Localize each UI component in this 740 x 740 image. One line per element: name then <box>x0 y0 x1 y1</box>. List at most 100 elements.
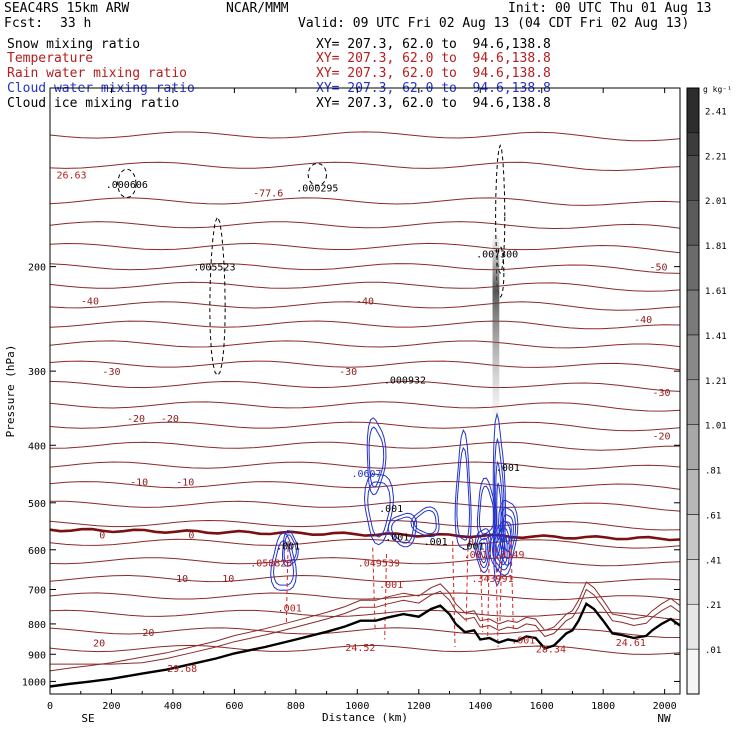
colorbar-segment <box>686 289 700 336</box>
cloud-water-contour <box>502 514 514 552</box>
xy-rain: XY= 207.3, 62.0 to 94.6,138.8 <box>316 66 551 81</box>
cloud-contours <box>117 143 519 648</box>
cloud-water-contour <box>283 534 297 564</box>
freezing-level-line <box>49 527 681 542</box>
max-value-label: .001 <box>385 533 409 544</box>
colorbar-segment <box>686 514 700 560</box>
isotherm-line <box>50 588 681 665</box>
terrain-profile <box>49 602 681 688</box>
plot-labels: -77.6 -50 -40 -40 -40 -30 -30 -30 -20 -20 -20 -10 -1… <box>56 171 670 675</box>
colorbar-unit: g kg⁻¹ <box>703 85 732 94</box>
isotherm-line <box>49 609 681 621</box>
isotherm-label: -40 <box>81 296 99 307</box>
colorbar-tick-label: 1.41 <box>705 332 727 342</box>
rain-water-contour <box>452 541 456 648</box>
isotherm-label: -40 <box>634 315 652 326</box>
isotherm-line <box>49 519 681 531</box>
x-tick-label: 200 <box>102 701 120 712</box>
y-tick-label: 600 <box>28 546 46 557</box>
snow-ice-contour <box>307 162 328 187</box>
y-tick-label: 400 <box>28 441 46 452</box>
axes: 0 200 400 600 800 1000 1200 1400 1600 1800 2000200… <box>4 87 681 725</box>
colorbar-tick-label: .21 <box>705 601 721 611</box>
max-value-label: .058826 <box>250 558 292 569</box>
isotherm-label: 20 <box>142 628 154 639</box>
isotherm-line <box>49 461 681 470</box>
cloud-water-contour <box>494 533 508 566</box>
isotherm-label: 0 <box>188 530 194 541</box>
colorbar-tick-label: 2.21 <box>705 152 727 162</box>
cloud-water-contour <box>478 537 489 564</box>
isotherm-label: 10 <box>176 574 188 585</box>
cloud-water-contour <box>368 426 385 488</box>
x-tick-label: 1400 <box>468 701 492 712</box>
nw-label: NW <box>657 712 671 725</box>
rain-water-contour <box>487 541 490 640</box>
isotherm-line <box>49 557 681 567</box>
cloud-water-contour <box>454 428 472 551</box>
isotherm-line <box>49 592 681 601</box>
isotherm-label: -77.6 <box>253 188 283 199</box>
isotherm-line <box>49 340 681 349</box>
colorbar-tick-label: 2.01 <box>705 197 727 207</box>
zero-isotherm <box>49 527 681 542</box>
rain-water-contour <box>495 547 499 648</box>
max-value-label: .3149 <box>494 550 524 561</box>
max-value-label: .049539 <box>358 558 400 569</box>
isotherm-label: 0 <box>468 537 474 548</box>
cloud-water-contour <box>497 539 506 560</box>
colorbar-segment <box>686 199 700 246</box>
isotherm-label: -30 <box>339 367 357 378</box>
isotherm-line <box>49 161 681 172</box>
cloud-water-contour <box>281 529 299 567</box>
colorbar-segment <box>686 155 700 201</box>
field-temp: Temperature <box>7 51 94 66</box>
isotherm-line <box>49 242 681 254</box>
colorbar-segment <box>686 648 700 695</box>
isotherm-label: -50 <box>649 263 667 274</box>
rain-water-contour <box>372 547 376 632</box>
max-value-label: .001 <box>511 636 535 647</box>
snow-ice-contour <box>209 215 226 377</box>
y-tick-label: 500 <box>28 499 46 510</box>
x-tick-label: 2000 <box>653 701 677 712</box>
isotherm-label: 10 <box>222 574 234 585</box>
cloud-water-contour <box>363 473 395 546</box>
cloud-water-contour <box>476 532 490 569</box>
max-value-label: 29.68 <box>167 664 197 675</box>
colorbar-frame <box>686 87 700 695</box>
isotherm-line <box>49 380 681 392</box>
colorbar-tick-label: .81 <box>705 467 721 477</box>
isotherm-label: -30 <box>653 388 671 399</box>
colorbar-segment <box>686 424 700 470</box>
cloud-water-contour <box>491 527 510 571</box>
isotherm-line <box>49 627 681 638</box>
isotherm-line <box>49 441 681 451</box>
rain-water-contour <box>499 554 503 624</box>
max-value-label: .007300 <box>476 249 518 260</box>
max-value-label: .001 <box>379 580 403 591</box>
max-value-label: .000932 <box>384 376 426 387</box>
max-value-label: .001 <box>496 463 520 474</box>
model-title: SEAC4RS 15km ARW <box>4 1 130 16</box>
max-value-label: .001 <box>276 541 300 552</box>
max-value-label: .001 <box>278 603 302 614</box>
isotherm-line <box>49 401 681 412</box>
max-value-label: .005523 <box>193 263 235 274</box>
max-value-label: 24.61 <box>616 638 646 649</box>
isotherm-lines <box>49 131 681 672</box>
fcst-label: Fcst: <box>4 16 44 31</box>
cloud-water-contour <box>413 509 437 535</box>
isotherm-line <box>49 301 681 311</box>
isotherm-line <box>49 131 681 142</box>
isotherm-line <box>49 197 681 206</box>
isotherm-line <box>49 320 681 330</box>
colorbar-segment <box>686 379 700 425</box>
colorbar-segment <box>686 469 700 515</box>
colorbar-tick-label: .61 <box>705 511 721 521</box>
cloud-water-contour <box>270 532 297 591</box>
isotherm-label: -20 <box>161 414 179 425</box>
max-value-label: .000295 <box>296 183 338 194</box>
x-tick-label: 1800 <box>591 701 615 712</box>
x-axis-label: Distance (km) <box>322 711 408 724</box>
